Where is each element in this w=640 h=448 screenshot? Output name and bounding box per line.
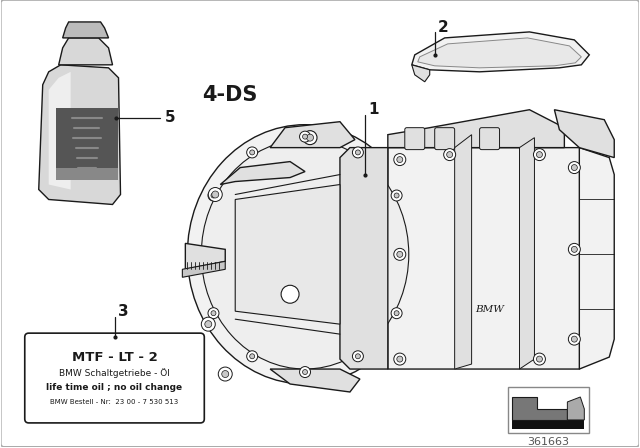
Circle shape — [536, 356, 543, 362]
Circle shape — [250, 354, 255, 359]
Text: MTF - LT - 2: MTF - LT - 2 — [72, 351, 157, 364]
Circle shape — [307, 134, 314, 141]
Polygon shape — [520, 138, 534, 369]
Circle shape — [303, 134, 308, 139]
Circle shape — [536, 151, 543, 158]
Polygon shape — [59, 38, 113, 65]
Circle shape — [202, 317, 215, 331]
Circle shape — [303, 131, 317, 145]
Polygon shape — [220, 162, 305, 185]
Polygon shape — [418, 38, 581, 68]
Polygon shape — [388, 110, 564, 148]
Circle shape — [221, 370, 228, 378]
Circle shape — [246, 351, 258, 362]
Circle shape — [353, 351, 364, 362]
Polygon shape — [270, 122, 355, 148]
FancyBboxPatch shape — [25, 333, 204, 423]
Polygon shape — [182, 261, 225, 277]
Circle shape — [394, 311, 399, 316]
FancyBboxPatch shape — [404, 128, 425, 150]
FancyBboxPatch shape — [435, 128, 454, 150]
Circle shape — [211, 311, 216, 316]
Polygon shape — [579, 148, 614, 369]
Circle shape — [572, 164, 577, 171]
Text: BMW Bestell - Nr:  23 00 - 7 530 513: BMW Bestell - Nr: 23 00 - 7 530 513 — [51, 399, 179, 405]
Circle shape — [208, 188, 222, 202]
Circle shape — [572, 246, 577, 252]
Circle shape — [572, 336, 577, 342]
Circle shape — [394, 353, 406, 365]
Polygon shape — [49, 72, 70, 190]
Circle shape — [444, 149, 456, 160]
FancyBboxPatch shape — [56, 108, 118, 180]
FancyBboxPatch shape — [479, 128, 500, 150]
Polygon shape — [236, 185, 340, 324]
Circle shape — [394, 248, 406, 260]
Polygon shape — [511, 397, 568, 420]
Polygon shape — [412, 32, 589, 72]
Circle shape — [534, 353, 545, 365]
Circle shape — [397, 251, 403, 257]
Circle shape — [250, 150, 255, 155]
Circle shape — [397, 157, 403, 163]
Circle shape — [205, 321, 212, 327]
FancyBboxPatch shape — [511, 420, 584, 429]
Circle shape — [397, 356, 403, 362]
Polygon shape — [568, 397, 584, 420]
Circle shape — [534, 149, 545, 160]
Circle shape — [300, 366, 310, 378]
Polygon shape — [270, 369, 360, 392]
Text: BMW: BMW — [475, 305, 504, 314]
Polygon shape — [39, 65, 120, 204]
Circle shape — [355, 150, 360, 155]
Circle shape — [208, 308, 219, 319]
Text: 4-DS: 4-DS — [202, 85, 258, 105]
Circle shape — [568, 333, 580, 345]
Circle shape — [568, 162, 580, 173]
Circle shape — [246, 147, 258, 158]
Ellipse shape — [202, 140, 409, 369]
Text: life time oil ; no oil change: life time oil ; no oil change — [47, 383, 182, 392]
Text: 1: 1 — [368, 102, 378, 117]
Polygon shape — [412, 65, 429, 82]
Text: BMW Schaltgetriebe - Öl: BMW Schaltgetriebe - Öl — [59, 368, 170, 378]
Circle shape — [208, 190, 219, 201]
Circle shape — [568, 243, 580, 255]
Circle shape — [212, 191, 219, 198]
Circle shape — [391, 308, 402, 319]
Circle shape — [281, 285, 299, 303]
Text: 2: 2 — [438, 21, 449, 35]
Circle shape — [211, 193, 216, 198]
Circle shape — [394, 154, 406, 166]
Ellipse shape — [188, 125, 423, 384]
Circle shape — [218, 367, 232, 381]
Circle shape — [391, 190, 402, 201]
Circle shape — [300, 131, 310, 142]
Circle shape — [447, 151, 452, 158]
Polygon shape — [186, 243, 225, 269]
Polygon shape — [554, 110, 614, 158]
Circle shape — [353, 147, 364, 158]
Text: 361663: 361663 — [527, 437, 570, 447]
Circle shape — [303, 370, 308, 375]
Polygon shape — [388, 148, 589, 369]
Text: 3: 3 — [118, 304, 128, 319]
Circle shape — [355, 354, 360, 359]
FancyBboxPatch shape — [508, 387, 589, 433]
FancyBboxPatch shape — [56, 168, 118, 180]
Polygon shape — [63, 22, 109, 38]
Circle shape — [394, 193, 399, 198]
Polygon shape — [340, 148, 388, 369]
Text: 5: 5 — [164, 110, 175, 125]
Polygon shape — [454, 135, 472, 369]
